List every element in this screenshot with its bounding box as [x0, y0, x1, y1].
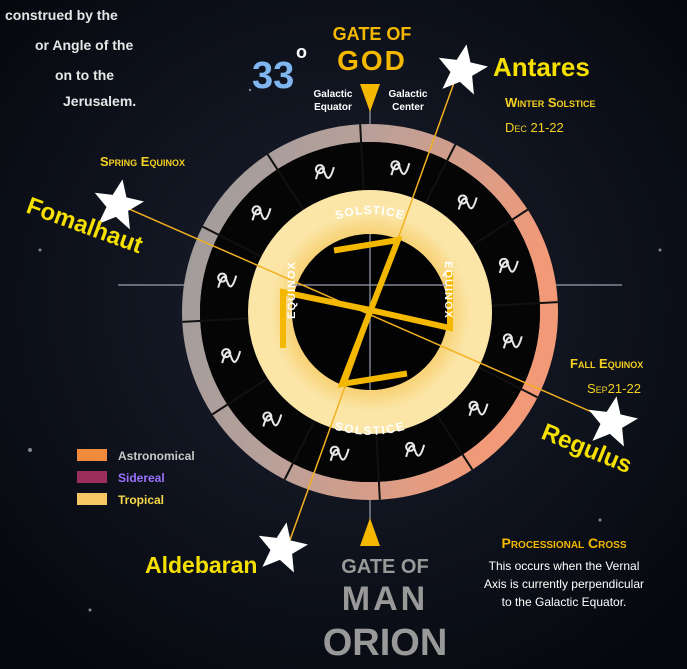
top-gate-label: GATE OF [333, 24, 412, 44]
legend-label: Astronomical [118, 449, 195, 463]
note-title: Processional Cross [501, 535, 626, 551]
ring-label-left: EQUINOX [286, 261, 298, 319]
season-date: Sep21-22 [587, 381, 641, 396]
legend-swatch [77, 449, 107, 461]
ring-label-right: EQUINOX [442, 261, 454, 319]
bottom-gate-name: MAN [342, 580, 428, 618]
legend-swatch [77, 471, 107, 483]
legend-label: Tropical [118, 493, 164, 507]
season-title: Fall Equinox [570, 356, 643, 371]
intro-line: or Angle of the [35, 37, 133, 53]
galactic-equator: Galactic [314, 89, 353, 100]
legend-swatch [77, 493, 107, 505]
intro-line: on to the [55, 67, 114, 83]
intro-line: Jerusalem. [63, 93, 136, 109]
galactic-center: Galactic [389, 89, 428, 100]
star-name: Aldebaran [145, 552, 257, 578]
note-line: This occurs when the Vernal [489, 559, 640, 573]
diagram: SOLSTICE SOLSTICE EQUINOX EQUINOX constr… [0, 0, 687, 669]
intro-line: construed by the [5, 7, 118, 23]
star-name: Antares [493, 52, 590, 82]
season-date: Dec 21-22 [505, 120, 564, 135]
constellation: ORION [323, 622, 448, 664]
season-title: Spring Equinox [100, 154, 185, 169]
legend-label: Sidereal [118, 471, 165, 485]
note-line: Axis is currently perpendicular [484, 577, 644, 591]
season-title: Winter Solstice [505, 95, 596, 110]
degrees: 33 [252, 55, 294, 97]
galactic-center: Center [392, 102, 424, 113]
galactic-equator: Equator [314, 102, 352, 113]
degree-mark: o [296, 42, 307, 62]
top-gate-name: GOD [337, 45, 407, 76]
note-line: to the Galactic Equator. [502, 595, 627, 609]
bottom-gate-label: GATE OF [341, 556, 428, 578]
